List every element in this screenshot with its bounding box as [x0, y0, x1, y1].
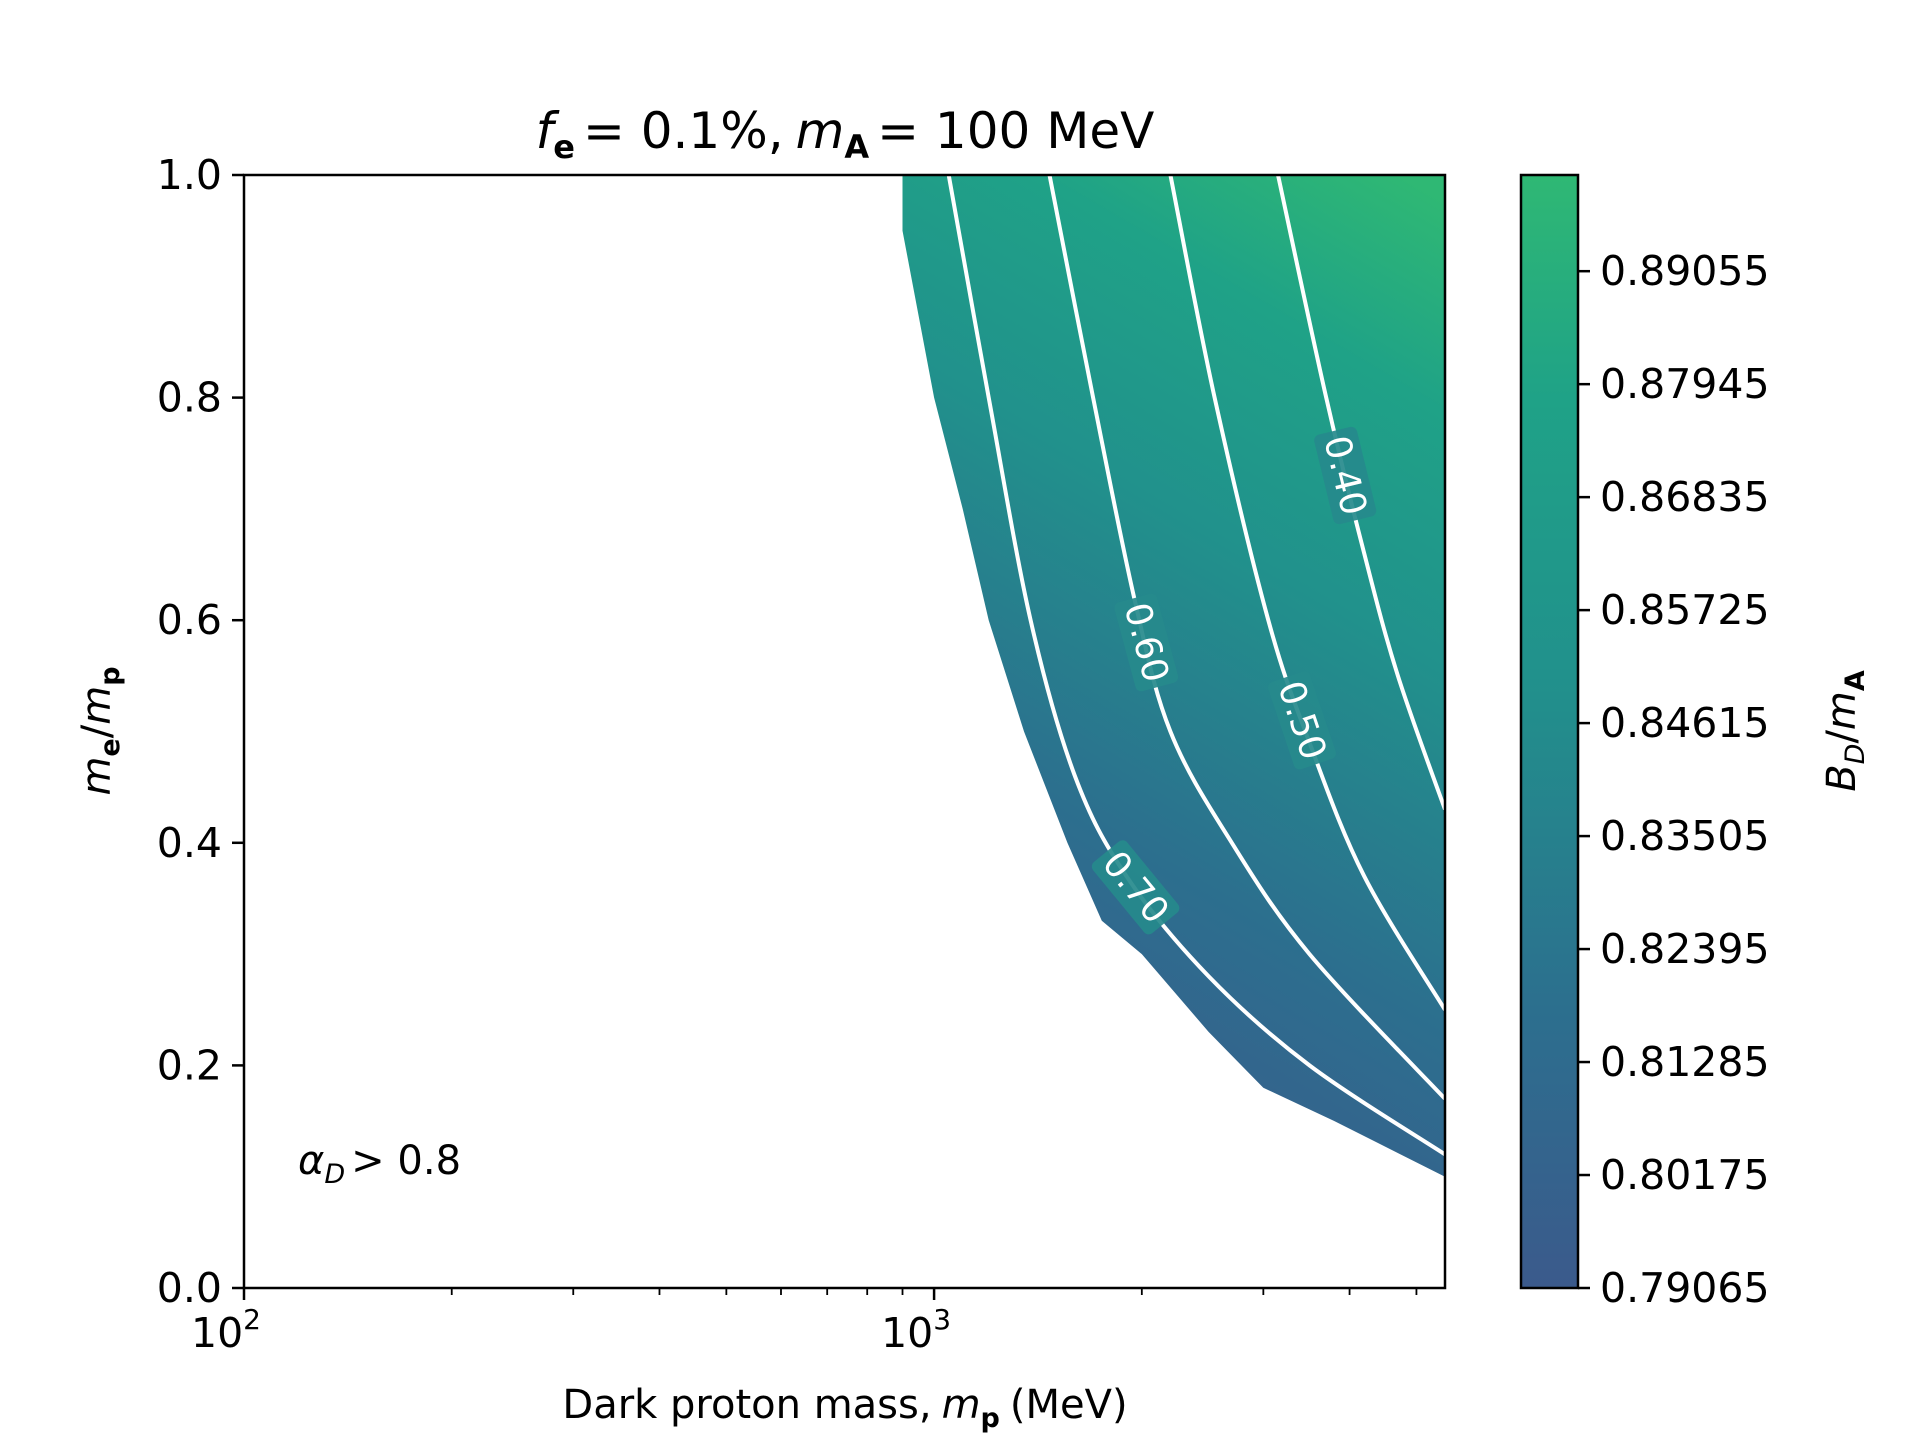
y-tick-label: 1.0: [157, 151, 222, 199]
title-m-value: = 100 MeV: [877, 102, 1154, 160]
x-label-sub: p: [981, 1403, 1000, 1434]
x-label-symbol: m: [942, 1382, 981, 1428]
x-label-text: Dark proton mass,: [562, 1382, 931, 1428]
colorbar-tick-label: 0.83505: [1600, 812, 1770, 860]
alpha-sub: D: [324, 1159, 345, 1190]
contour-lines: [946, 175, 1445, 1157]
x-axis-label: Dark proton mass, mp (MeV): [562, 1382, 1127, 1434]
colorbar-tick-label: 0.82395: [1600, 925, 1770, 973]
x-tick-label: 103: [881, 1303, 951, 1357]
contour-label-bg: [1314, 426, 1377, 525]
y-axis: 0.0 0.2 0.4 0.6 0.8 1.0: [157, 151, 244, 1312]
alpha-symbol: α: [298, 1138, 324, 1184]
y-tick-label: 0.8: [157, 374, 222, 422]
x-tick-label: 102: [191, 1303, 261, 1357]
colorbar: 0.79065 0.80175 0.81285 0.82395 0.83505 0.846…: [1519, 173, 1871, 1312]
cb-label-sub2: A: [1840, 670, 1871, 691]
contour-label-bg: [1114, 593, 1179, 692]
chart-title: fe = 0.1%, mA = 100 MeV: [536, 102, 1155, 166]
y-tick-label: 0.2: [157, 1041, 222, 1089]
contour-label-bg: [1268, 671, 1336, 770]
colorbar-ticks: 0.79065 0.80175 0.81285 0.82395 0.83505 0.846…: [1578, 247, 1770, 1312]
colorbar-tick-label: 0.80175: [1600, 1151, 1770, 1199]
contour-line-0-40: [1276, 175, 1445, 811]
colorbar-tick-label: 0.84615: [1600, 699, 1770, 747]
colorbar-tick-label: 0.89055: [1600, 247, 1770, 295]
y-label-sub-top: e: [95, 738, 126, 756]
y-label-symbol-top: m: [74, 757, 120, 796]
y-axis-label: me/mp: [74, 666, 126, 795]
colorbar-tick-label: 0.79065: [1600, 1264, 1770, 1312]
contour-line-0-70: [946, 175, 1445, 1157]
y-tick-label: 0.4: [157, 819, 222, 867]
title-m-sub: A: [844, 128, 869, 166]
title-m-symbol: m: [796, 102, 845, 160]
y-label-sub-bottom: p: [95, 666, 126, 685]
title-f-value: = 0.1%,: [583, 102, 784, 160]
colorbar-bar: [1519, 173, 1580, 1290]
contour-line-0-60: [1047, 175, 1445, 1101]
colorbar-tick-label: 0.81285: [1600, 1038, 1770, 1086]
cb-label-symbol: B: [1819, 764, 1865, 791]
colorbar-tick-label: 0.87945: [1600, 360, 1770, 408]
x-label-unit: (MeV): [1010, 1382, 1128, 1428]
y-label-slash: /: [74, 724, 120, 738]
y-tick-label: 0.0: [157, 1264, 222, 1312]
y-tick-label: 0.6: [157, 596, 222, 644]
plot-area: 0.700.600.500.40: [242, 173, 1447, 1290]
cb-label-slash: /: [1819, 730, 1865, 744]
title-f-sub: e: [553, 128, 575, 166]
excluded-region-label: αD > 0.8: [298, 1138, 461, 1190]
contour-label-bg: [1091, 840, 1180, 935]
cb-label-symbol2: m: [1819, 691, 1865, 730]
x-axis: 102 103: [191, 1288, 1418, 1357]
y-label-symbol-bottom: m: [74, 686, 120, 725]
colorbar-tick-label: 0.85725: [1600, 586, 1770, 634]
colorbar-tick-label: 0.86835: [1600, 473, 1770, 521]
plot-frame: [242, 173, 1447, 1290]
cb-label-sub: D: [1840, 744, 1871, 765]
contour-line-0-50: [1168, 175, 1445, 1011]
alpha-text: > 0.8: [351, 1138, 461, 1184]
colorbar-label: BD/mA: [1819, 670, 1871, 792]
